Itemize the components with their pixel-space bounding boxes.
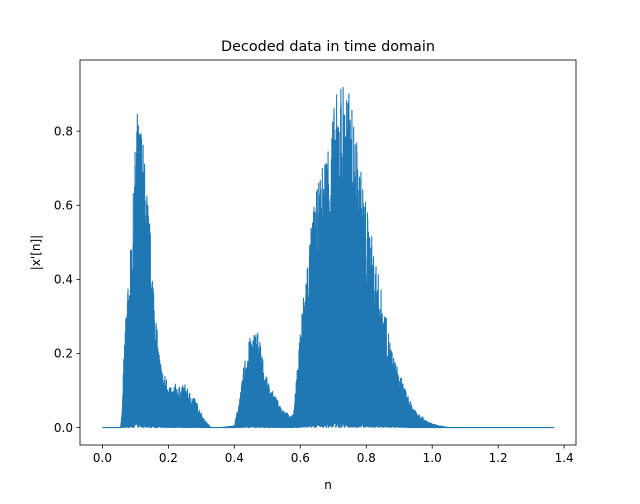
x-tick-label: 0.6 xyxy=(291,451,310,465)
x-axis-label: n xyxy=(324,478,332,492)
x-tick-label: 0.4 xyxy=(225,451,244,465)
chart-title: Decoded data in time domain xyxy=(221,39,435,55)
y-tick-label: 0.2 xyxy=(54,347,73,361)
x-tick-label: 1.4 xyxy=(555,451,574,465)
x-tick-label: 1.2 xyxy=(489,451,508,465)
x-tick-label: 1.0 xyxy=(423,451,442,465)
plot-area xyxy=(102,87,555,429)
x-tick-label: 0.8 xyxy=(357,451,376,465)
y-axis-label: |x'[n]| xyxy=(29,235,43,270)
y-tick-label: 0.4 xyxy=(54,273,73,287)
x-tick-label: 0.0 xyxy=(93,451,112,465)
y-tick-label: 0.6 xyxy=(54,198,73,212)
y-tick-label: 0.0 xyxy=(54,421,73,435)
x-tick-label: 0.2 xyxy=(159,451,178,465)
series-line xyxy=(102,87,555,429)
y-axis: 0.0 0.2 0.4 0.6 0.8 xyxy=(54,124,80,435)
plot-frame xyxy=(79,59,577,446)
x-axis: 0.0 0.2 0.4 0.6 0.8 1.0 1.2 1.4 xyxy=(93,445,574,465)
y-tick-label: 0.8 xyxy=(54,124,73,138)
